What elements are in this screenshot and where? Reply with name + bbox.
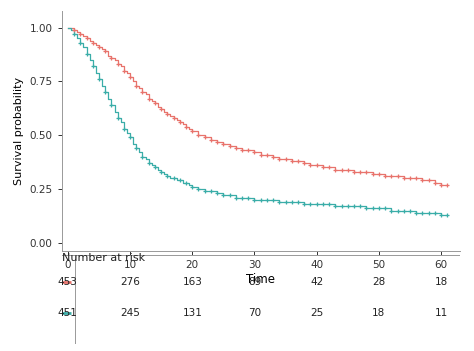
Text: 18: 18 (435, 277, 448, 287)
Text: 42: 42 (310, 277, 323, 287)
Text: 245: 245 (120, 308, 140, 318)
Text: 276: 276 (120, 277, 140, 287)
Text: 451: 451 (58, 308, 78, 318)
Text: 28: 28 (372, 277, 385, 287)
Text: 25: 25 (310, 308, 323, 318)
Text: 453: 453 (58, 277, 78, 287)
Text: 70: 70 (248, 308, 261, 318)
Text: Number at risk: Number at risk (62, 253, 145, 263)
Text: 89: 89 (248, 277, 261, 287)
Text: 163: 163 (182, 277, 202, 287)
Text: 18: 18 (372, 308, 385, 318)
Text: 131: 131 (182, 308, 202, 318)
Text: 11: 11 (435, 308, 448, 318)
Y-axis label: Survival probability: Survival probability (14, 77, 24, 185)
X-axis label: Time: Time (246, 273, 275, 286)
